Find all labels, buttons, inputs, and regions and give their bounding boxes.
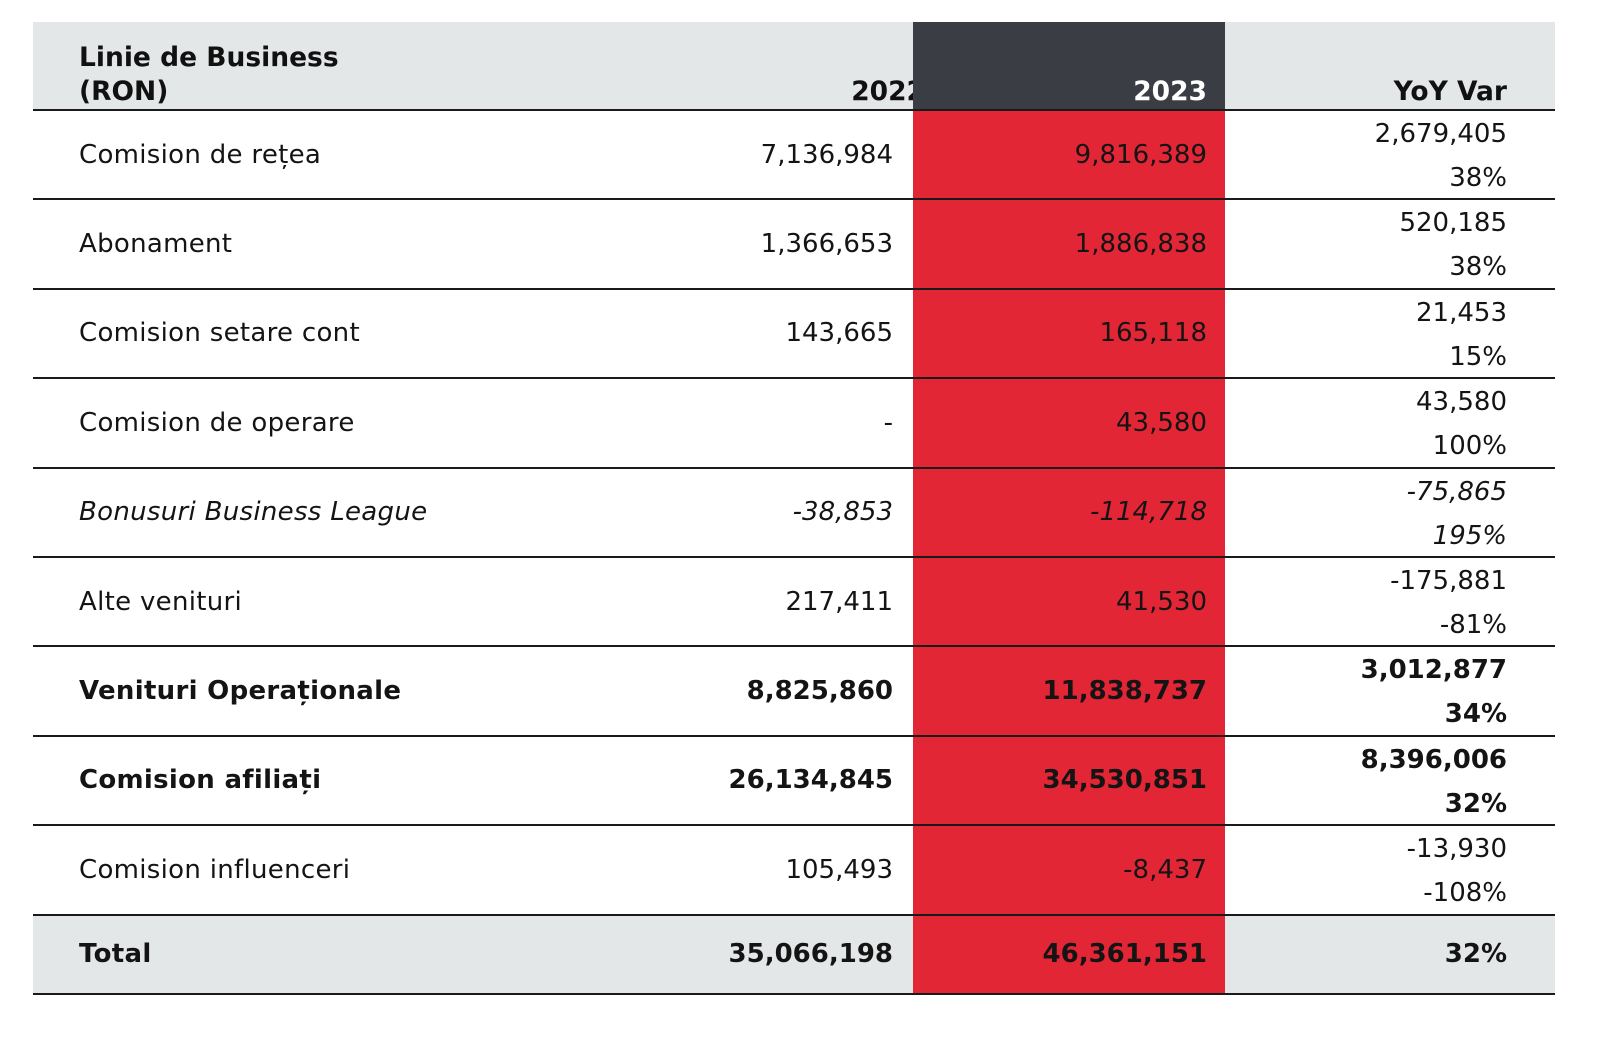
var-absolute: -13,930: [1406, 834, 1507, 865]
value-2023: 165,118: [1099, 318, 1207, 349]
value-2022: 217,411: [785, 586, 893, 617]
var-absolute: -75,865: [1406, 476, 1507, 507]
total-yoy-var: 32%: [1444, 939, 1507, 970]
value-2023: 43,580: [1116, 407, 1207, 438]
var-percent: 34%: [1444, 699, 1507, 730]
value-2022: -: [883, 407, 893, 438]
table-row: Comision setare cont 143,665 165,118 21,…: [33, 289, 1555, 380]
header-2022: 2022: [851, 76, 925, 107]
value-2023: 41,530: [1116, 586, 1207, 617]
var-absolute: 2,679,405: [1374, 119, 1507, 149]
header-yoy-var: YoY Var: [1393, 76, 1507, 107]
row-label: Comision de operare: [79, 407, 355, 438]
table-row: Comision afiliați 26,134,845 34,530,851 …: [33, 736, 1555, 827]
value-2022: 26,134,845: [728, 765, 893, 796]
var-percent: -108%: [1423, 878, 1507, 909]
total-label: Total: [79, 939, 152, 970]
total-2022: 35,066,198: [728, 939, 893, 970]
value-2022: 105,493: [785, 854, 893, 885]
value-2022: 8,825,860: [746, 676, 893, 707]
header-2023-cell: 2023: [913, 22, 1225, 109]
total-row: Total 35,066,198 46,361,151 32%: [33, 915, 1555, 995]
var-percent: 32%: [1444, 788, 1507, 819]
var-absolute: -175,881: [1390, 565, 1507, 596]
value-2022: -38,853: [792, 497, 893, 528]
value-2023: -114,718: [1090, 497, 1207, 528]
var-absolute: 8,396,006: [1360, 744, 1507, 775]
table-header: Linie de Business (RON) 2022 2023 YoY Va…: [33, 22, 1555, 111]
row-label: Bonusuri Business League: [79, 497, 428, 528]
var-percent: 38%: [1449, 252, 1507, 283]
var-percent: 100%: [1432, 431, 1507, 462]
total-2023: 46,361,151: [1042, 939, 1207, 970]
var-absolute: 43,580: [1416, 387, 1507, 418]
table-row: Alte venituri 217,411 41,530 -175,881 -8…: [33, 557, 1555, 648]
table-row: Abonament 1,366,653 1,886,838 520,185 38…: [33, 200, 1555, 290]
row-label: Alte venituri: [79, 586, 243, 617]
value-2022: 143,665: [785, 318, 893, 349]
var-absolute: 3,012,877: [1360, 655, 1507, 686]
business-lines-table: Linie de Business (RON) 2022 2023 YoY Va…: [33, 22, 1555, 995]
row-label: Comision afiliați: [79, 765, 322, 796]
row-label: Venituri Operaționale: [79, 676, 402, 707]
row-label: Comision de rețea: [79, 139, 322, 170]
var-percent: 195%: [1432, 520, 1507, 551]
value-2022: 1,366,653: [760, 229, 893, 260]
table-row: Venituri Operaționale 8,825,860 11,838,7…: [33, 647, 1555, 737]
var-percent: -81%: [1439, 609, 1507, 640]
value-2022: 7,136,984: [760, 139, 893, 170]
table-row: Comision de operare - 43,580 43,580 100%: [33, 379, 1555, 469]
row-label: Comision setare cont: [79, 318, 360, 349]
value-2023: 1,886,838: [1074, 229, 1207, 260]
table-row: Bonusuri Business League -38,853 -114,71…: [33, 468, 1555, 558]
value-2023: -8,437: [1123, 854, 1207, 885]
row-label: Abonament: [79, 229, 233, 260]
var-percent: 15%: [1449, 341, 1507, 372]
value-2023: 11,838,737: [1042, 676, 1207, 707]
var-absolute: 520,185: [1399, 208, 1507, 239]
var-percent: 38%: [1449, 163, 1507, 193]
row-label: Comision influenceri: [79, 854, 351, 885]
header-2023: 2023: [1133, 76, 1207, 107]
value-2023: 34,530,851: [1042, 765, 1207, 796]
var-absolute: 21,453: [1416, 297, 1507, 328]
table-row: Comision influenceri 105,493 -8,437 -13,…: [33, 826, 1555, 916]
table-row: Comision de rețea 7,136,984 9,816,389 2,…: [33, 111, 1555, 201]
header-label: Linie de Business (RON): [79, 42, 339, 107]
value-2023: 9,816,389: [1074, 139, 1207, 170]
